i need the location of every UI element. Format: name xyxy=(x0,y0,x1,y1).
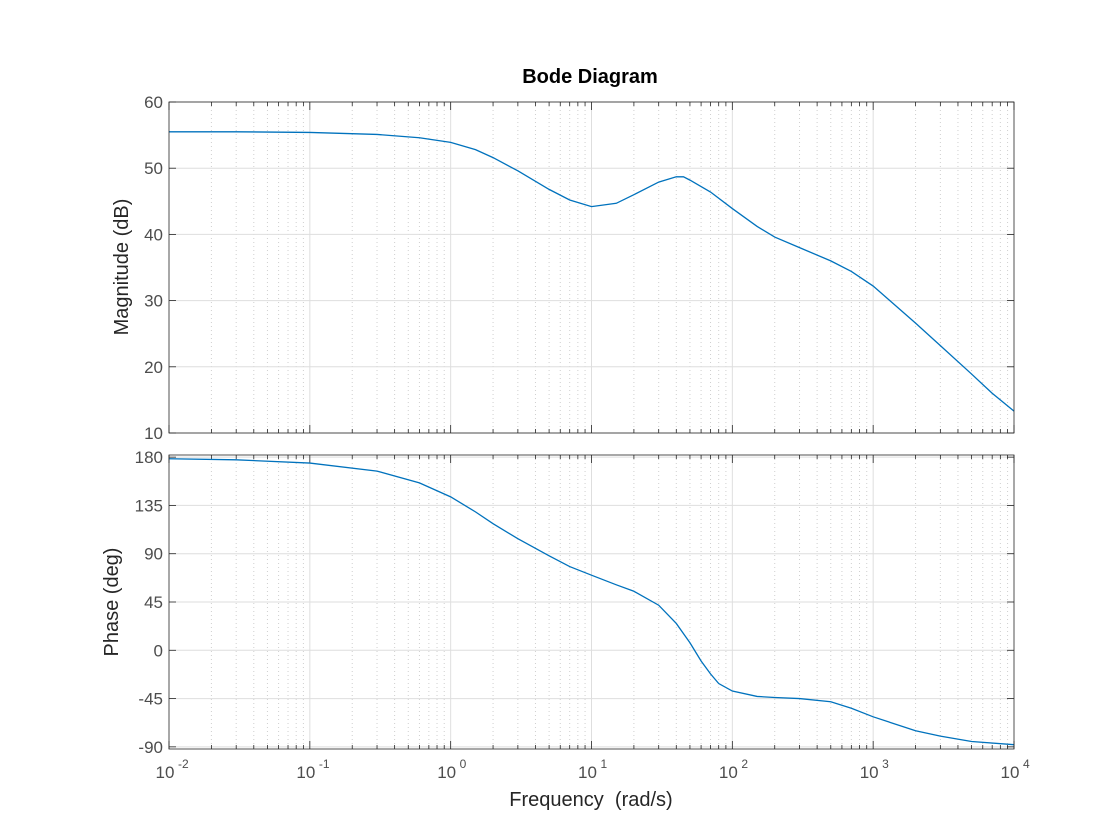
y-tick-label: 40 xyxy=(144,225,163,244)
x-tick-label: 10 xyxy=(1001,763,1020,782)
x-tick-exponent: -2 xyxy=(178,757,189,771)
x-tick-exponent: 3 xyxy=(882,757,889,771)
phase-grid xyxy=(168,455,1015,749)
x-tick-exponent: -1 xyxy=(319,757,330,771)
x-tick-label: 10 xyxy=(578,763,597,782)
chart-title: Bode Diagram xyxy=(522,66,658,88)
magnitude-series-line xyxy=(169,131,1015,412)
magnitude-axes-box xyxy=(168,101,1015,434)
y-tick-label: 10 xyxy=(144,424,163,443)
y-tick-label: 60 xyxy=(144,93,163,112)
x-tick-exponent: 2 xyxy=(741,757,748,771)
y-tick-label: 90 xyxy=(144,545,163,564)
x-tick-label: 10 xyxy=(719,763,738,782)
phase-y-ticks: -90 -45 0 45 90 135 180 xyxy=(135,448,1014,757)
frequency-x-ticks: 10 -2 10 -1 10 0 10 1 10 2 10 3 10 4 xyxy=(156,757,1030,782)
y-tick-label: 45 xyxy=(144,593,163,612)
y-tick-label: 50 xyxy=(144,159,163,178)
y-tick-label: 180 xyxy=(135,448,163,467)
y-tick-label: -45 xyxy=(138,690,163,709)
frequency-x-label: Frequency (rad/s) xyxy=(509,789,672,811)
x-tick-label: 10 xyxy=(296,763,315,782)
magnitude-y-ticks: 10 20 30 40 50 60 xyxy=(144,93,1014,443)
y-tick-label: 135 xyxy=(135,496,163,515)
x-tick-label: 10 xyxy=(860,763,879,782)
y-tick-label: -90 xyxy=(138,738,163,757)
y-tick-label: 0 xyxy=(154,641,163,660)
x-tick-label: 10 xyxy=(156,763,175,782)
phase-y-label: Phase (deg) xyxy=(101,548,123,657)
x-tick-exponent: 4 xyxy=(1023,757,1030,771)
y-tick-label: 20 xyxy=(144,358,163,377)
x-tick-label: 10 xyxy=(437,763,456,782)
x-tick-exponent: 1 xyxy=(601,757,608,771)
x-tick-exponent: 0 xyxy=(460,757,467,771)
magnitude-y-label: Magnitude (dB) xyxy=(111,199,133,336)
phase-series-line xyxy=(168,458,1015,746)
magnitude-axes: 10 20 30 40 50 60 Magnitude (dB) xyxy=(111,93,1015,443)
y-tick-label: 30 xyxy=(144,292,163,311)
